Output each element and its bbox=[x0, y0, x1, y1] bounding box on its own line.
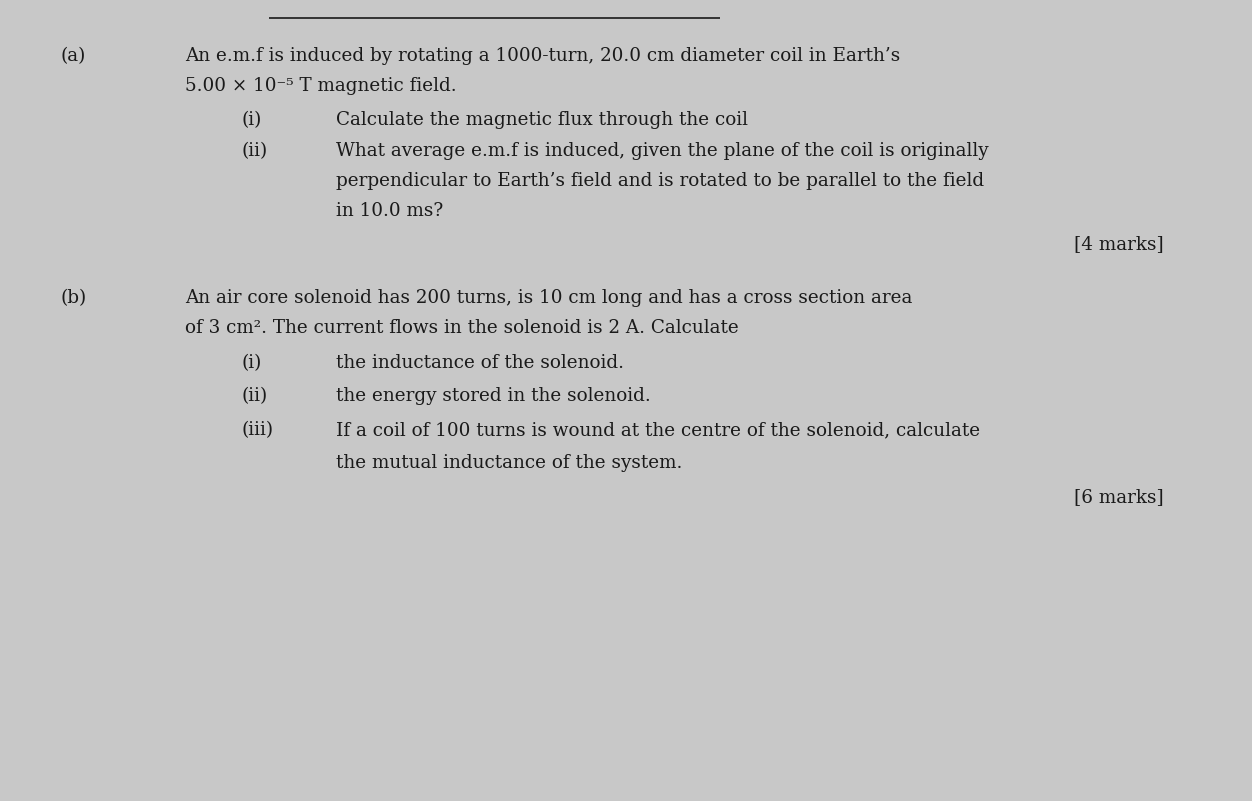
Text: An e.m.f is induced by rotating a 1000-turn, 20.0 cm diameter coil in Earth’s: An e.m.f is induced by rotating a 1000-t… bbox=[185, 47, 900, 65]
Text: the mutual inductance of the system.: the mutual inductance of the system. bbox=[336, 454, 682, 472]
Text: the inductance of the solenoid.: the inductance of the solenoid. bbox=[336, 354, 623, 372]
Text: Calculate the magnetic flux through the coil: Calculate the magnetic flux through the … bbox=[336, 111, 747, 129]
Text: the energy stored in the solenoid.: the energy stored in the solenoid. bbox=[336, 388, 650, 405]
Text: perpendicular to Earth’s field and is rotated to be parallel to the field: perpendicular to Earth’s field and is ro… bbox=[336, 172, 984, 190]
Text: An air core solenoid has 200 turns, is 10 cm long and has a cross section area: An air core solenoid has 200 turns, is 1… bbox=[185, 289, 913, 307]
Text: [6 marks]: [6 marks] bbox=[1074, 488, 1164, 505]
Text: (b): (b) bbox=[60, 289, 86, 307]
Text: (ii): (ii) bbox=[242, 142, 268, 159]
Text: of 3 cm². The current flows in the solenoid is 2 A. Calculate: of 3 cm². The current flows in the solen… bbox=[185, 320, 739, 337]
Text: 5.00 × 10⁻⁵ T magnetic field.: 5.00 × 10⁻⁵ T magnetic field. bbox=[185, 77, 457, 95]
Text: If a coil of 100 turns is wound at the centre of the solenoid, calculate: If a coil of 100 turns is wound at the c… bbox=[336, 421, 979, 439]
Text: in 10.0 ms?: in 10.0 ms? bbox=[336, 203, 443, 220]
Text: What average e.m.f is induced, given the plane of the coil is originally: What average e.m.f is induced, given the… bbox=[336, 142, 988, 159]
Text: [4 marks]: [4 marks] bbox=[1074, 235, 1164, 253]
Text: (i): (i) bbox=[242, 111, 262, 129]
Text: (a): (a) bbox=[60, 47, 85, 65]
Text: (iii): (iii) bbox=[242, 421, 274, 439]
Text: (ii): (ii) bbox=[242, 388, 268, 405]
Text: (i): (i) bbox=[242, 354, 262, 372]
